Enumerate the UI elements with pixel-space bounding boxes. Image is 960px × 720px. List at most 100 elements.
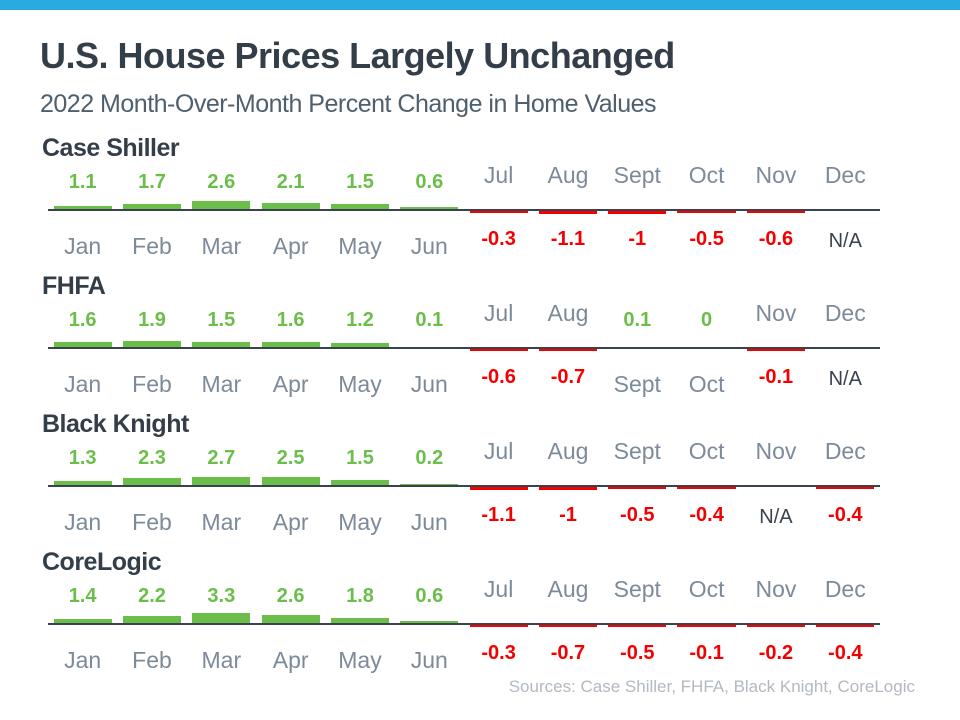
month-cell-mar: 2.6 Mar xyxy=(187,163,256,259)
zone-bar-above xyxy=(48,335,117,347)
month-cell-apr: 2.6 Apr xyxy=(256,577,325,673)
month-cell-dec: Dec -0.4 xyxy=(811,438,880,533)
zone-bar-below xyxy=(256,211,325,223)
month-cell-oct: Oct -0.4 xyxy=(672,438,741,533)
zone-bar-below xyxy=(811,349,880,361)
month-cell-jun: 0.6 Jun xyxy=(395,163,464,259)
month-cell-aug: Aug -1.1 xyxy=(533,162,602,257)
zone-above-line: Nov xyxy=(741,576,810,611)
month-cell-feb: 2.2 Feb xyxy=(117,577,186,673)
zone-above-line: Aug xyxy=(533,300,602,335)
zone-bar-above xyxy=(117,473,186,485)
baseline-axis xyxy=(48,346,880,349)
zone-bar-above xyxy=(672,335,741,347)
positive-bar xyxy=(122,477,182,485)
zone-below-line: -0.5 xyxy=(603,499,672,533)
zone-above-line: 1.8 xyxy=(325,577,394,611)
zone-bar-above xyxy=(325,197,394,209)
positive-bar xyxy=(53,205,112,209)
header: U.S. House Prices Largely Unchanged 2022… xyxy=(40,36,920,119)
month-label: Dec xyxy=(824,299,866,326)
month-cell-dec: Dec -0.4 xyxy=(811,575,880,671)
month-cell-jan: 1.3 Jan xyxy=(48,439,117,535)
month-cell-apr: 1.6 Apr xyxy=(256,301,325,397)
series-heading: Case Shiller xyxy=(42,133,180,162)
zone-bar-below xyxy=(741,487,810,499)
month-label: Apr xyxy=(272,646,309,673)
month-label: Sept xyxy=(613,370,661,397)
zone-bar-above xyxy=(811,473,880,485)
positive-bar xyxy=(192,341,251,347)
month-cell-jan: 1.4 Jan xyxy=(48,577,117,673)
zone-above-line: Jul xyxy=(464,438,533,473)
value-label-negative: -0.7 xyxy=(550,641,586,664)
month-label: Jan xyxy=(64,508,102,535)
value-label-negative: -1 xyxy=(628,227,647,250)
value-label-negative: -0.1 xyxy=(689,641,724,664)
zone-bar-below xyxy=(672,624,741,637)
value-label-negative: -1.1 xyxy=(481,503,516,526)
zone-below-line: May xyxy=(325,637,394,673)
zone-bar-below xyxy=(741,624,810,637)
month-cell-may: 1.5 May xyxy=(325,163,394,259)
sources-note: Sources: Case Shiller, FHFA, Black Knigh… xyxy=(508,676,915,696)
zone-above-line: Dec xyxy=(811,575,880,611)
month-label: Feb xyxy=(132,370,172,397)
zone-above-line: 0 xyxy=(672,301,741,335)
zone-bar-above xyxy=(48,197,117,209)
zone-below-line: Jan xyxy=(48,637,117,673)
series-section-black-knight: Black Knight 1.3 Jan 2.3 Feb 2.7 Mar 2.5 Apr 1.5 M… xyxy=(0,409,960,535)
positive-bar xyxy=(122,340,182,347)
zone-below-line: -0.3 xyxy=(464,637,533,671)
positive-bar xyxy=(53,618,112,623)
month-cell-jun: 0.6 Jun xyxy=(395,577,464,673)
zone-above-line: 2.6 xyxy=(256,577,325,611)
month-cell-mar: 2.7 Mar xyxy=(187,439,256,535)
zone-below-line: -0.6 xyxy=(464,361,533,395)
positive-bar xyxy=(192,612,251,623)
zone-bar-above xyxy=(533,197,602,209)
zone-bar-below xyxy=(741,210,810,223)
zone-bar-above xyxy=(187,473,256,485)
positive-bar xyxy=(53,341,112,347)
zone-below-line: Mar xyxy=(187,637,256,673)
month-label: Dec xyxy=(824,575,866,602)
month-cell-aug: Aug -0.7 xyxy=(533,576,602,671)
month-cell-sept: 0.1 Sept xyxy=(603,301,672,397)
zone-bar-above xyxy=(187,611,256,623)
value-label-negative: -0.2 xyxy=(758,641,794,664)
positive-bar xyxy=(400,620,459,623)
value-label-negative: -0.4 xyxy=(828,641,863,664)
zone-below-line: Sept xyxy=(603,361,672,397)
value-label-positive: 1.6 xyxy=(276,308,305,331)
zone-bar-below xyxy=(325,625,394,637)
zone-bar-below xyxy=(117,487,186,499)
negative-bar xyxy=(608,210,667,214)
zone-above-line: 0.6 xyxy=(395,577,464,611)
zone-bar-above xyxy=(464,197,533,209)
zone-bar-below xyxy=(395,625,464,637)
zone-above-line: Dec xyxy=(811,438,880,473)
negative-bar xyxy=(538,624,598,627)
month-label: Jun xyxy=(410,232,448,259)
month-cell-nov: Nov -0.2 xyxy=(741,576,810,671)
zone-bar-below xyxy=(395,211,464,223)
zone-below-line: -1 xyxy=(533,499,602,533)
series-section-corelogic: CoreLogic 1.4 Jan 2.2 Feb 3.3 Mar 2.6 Apr 1.8 May 0… xyxy=(0,547,960,673)
zone-above-line: 1.3 xyxy=(48,439,117,473)
zone-above-line: 1.9 xyxy=(117,301,186,335)
month-label: Feb xyxy=(132,646,172,673)
zone-bar-above xyxy=(741,611,810,623)
zone-above-line: Sept xyxy=(603,438,672,473)
negative-bar xyxy=(677,624,736,627)
positive-bar xyxy=(192,476,251,485)
value-label-positive: 0.6 xyxy=(415,170,444,193)
positive-bar xyxy=(400,206,459,209)
zone-bar-below xyxy=(256,349,325,361)
zone-bar-above xyxy=(672,197,741,209)
zone-bar-below xyxy=(117,625,186,637)
month-cell-may: 1.5 May xyxy=(325,439,394,535)
zone-bar-above xyxy=(811,335,880,347)
value-label-positive: 1.9 xyxy=(138,308,166,331)
value-label-negative: -0.4 xyxy=(828,503,863,526)
